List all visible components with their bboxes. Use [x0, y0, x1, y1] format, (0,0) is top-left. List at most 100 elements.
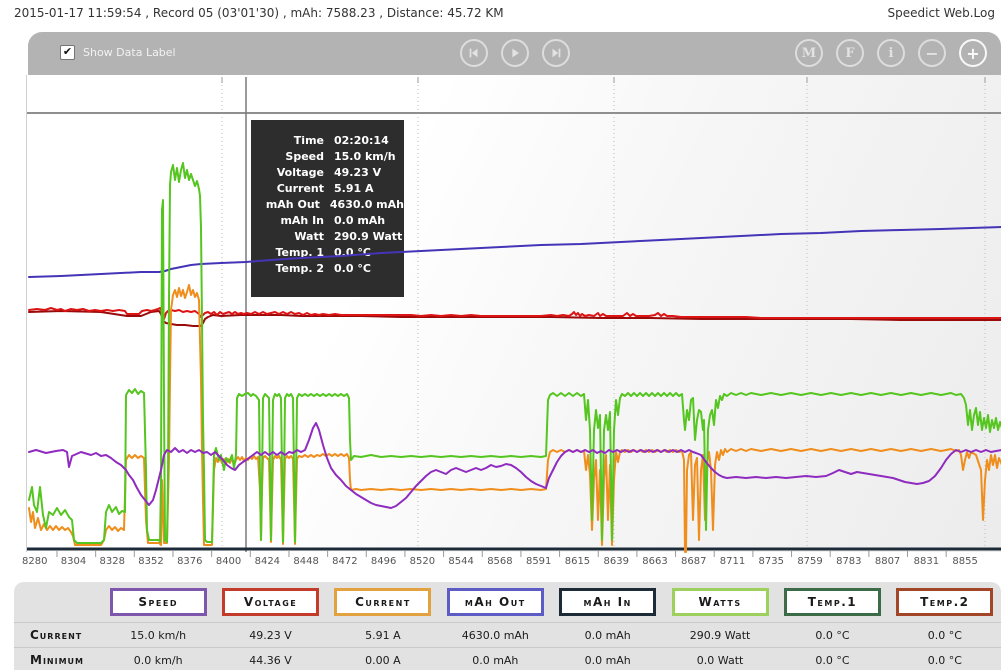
row-label: Current	[30, 628, 83, 642]
tooltip-value: 0.0 °C	[334, 246, 371, 259]
legend-temp-1[interactable]: Temp.1	[783, 588, 881, 616]
legend-current[interactable]: Current	[334, 588, 432, 616]
table-cell: 0.0 °C	[927, 653, 962, 667]
m-button[interactable]: M	[795, 39, 823, 67]
x-axis-label: 8663	[642, 556, 668, 567]
table-cell: 0.0 °C	[927, 628, 962, 642]
x-axis-label: 8807	[874, 556, 901, 567]
tooltip-row: Speed 15.0 km/h	[251, 149, 404, 165]
table-cell: 0.0 mAh	[584, 628, 631, 642]
table-cell: 290.9 Watt	[689, 628, 751, 642]
tooltip-label: Time	[293, 134, 324, 147]
x-axis-label: 8591	[525, 556, 552, 567]
legend-mah-in[interactable]: mAh In	[559, 588, 657, 616]
skip-to-start-icon	[467, 46, 481, 60]
session-info: 2015-01-17 11:59:54 , Record 05 (03'01'3…	[14, 6, 504, 20]
data-label-tooltip: Time 02:20:14 Speed 15.0 km/h Voltage 49.23 V…	[251, 120, 404, 297]
legend-speed[interactable]: Speed	[109, 588, 207, 616]
skip-to-start-button[interactable]	[460, 39, 488, 67]
x-axis-label: 8711	[719, 556, 746, 567]
show-data-label-text: Show Data Label	[83, 46, 176, 59]
checkbox-check-icon[interactable]: ✔	[60, 45, 75, 60]
tooltip-value: 0.0 °C	[334, 262, 371, 275]
tooltip-row: Temp. 1 0.0 °C	[251, 245, 404, 261]
table-cell: 0.0 °C	[815, 628, 850, 642]
table-cell: 0.0 mAh	[584, 653, 631, 667]
x-axis-label: 8328	[99, 556, 125, 567]
table-cell: 0.0 km/h	[133, 653, 183, 667]
tooltip-value: 49.23 V	[334, 166, 382, 179]
legend-mah-out[interactable]: mAh Out	[446, 588, 544, 616]
tooltip-row: mAh In 0.0 mAh	[251, 213, 404, 229]
x-axis-label: 8687	[681, 556, 707, 567]
tooltip-label: Temp. 2	[275, 262, 324, 275]
tooltip-value: 02:20:14	[334, 134, 389, 147]
zoom-out-button[interactable]: −	[918, 39, 946, 67]
title-bar: 2015-01-17 11:59:54 , Record 05 (03'01'3…	[0, 0, 1001, 28]
x-axis-label: 8759	[797, 556, 823, 567]
x-axis-label: 8424	[254, 556, 281, 567]
table-cell: 44.36 V	[249, 653, 292, 667]
x-axis-label: 8376	[177, 556, 203, 567]
tooltip-row: Watt 290.9 Watt	[251, 229, 404, 245]
x-axis-label: 8496	[370, 556, 397, 567]
zoom-in-button[interactable]: +	[959, 39, 987, 67]
x-axis-label: 8520	[409, 556, 436, 567]
tooltip-label: Voltage	[276, 166, 324, 179]
legend-temp-2[interactable]: Temp.2	[896, 588, 994, 616]
tooltip-row: Current 5.91 A	[251, 181, 404, 197]
x-axis-label: 8855	[952, 556, 978, 567]
summary-panel: Speed Voltage Current mAh Out mAh In Watts Tem…	[14, 582, 1001, 670]
legend-voltage[interactable]: Voltage	[222, 588, 320, 616]
tooltip-value: 290.9 Watt	[334, 230, 403, 243]
skip-to-end-icon	[549, 46, 563, 60]
x-axis-label: 8544	[448, 556, 474, 567]
table-cell: 49.23 V	[249, 628, 292, 642]
tooltip-value: 15.0 km/h	[334, 150, 396, 163]
tooltip-value: 4630.0 mAh	[329, 198, 404, 211]
table-row: Current 15.0 km/h 49.23 V 5.91 A 4630.0 mAh 0…	[14, 622, 1001, 647]
row-label: Minimum	[30, 653, 85, 667]
x-axis-label: 8352	[138, 556, 164, 567]
x-axis-label: 8472	[332, 556, 358, 567]
tooltip-row: Time 02:20:14	[251, 133, 404, 149]
x-axis-label: 8639	[603, 556, 629, 567]
info-button[interactable]: i	[877, 39, 905, 67]
tooltip-label: Current	[276, 182, 324, 195]
tooltip-label: mAh Out	[265, 198, 320, 211]
x-axis-label: 8735	[758, 556, 784, 567]
tooltip-row: Voltage 49.23 V	[251, 165, 404, 181]
chart-grid	[27, 77, 1001, 557]
tooltip-row: Temp. 2 0.0 °C	[251, 261, 404, 277]
x-axis-label: 8400	[215, 556, 242, 567]
table-row: Minimum 0.0 km/h 44.36 V 0.00 A 0.0 mAh 0.0 m…	[14, 647, 1001, 672]
x-axis-label: 8568	[487, 556, 513, 567]
x-axis-label: 8783	[836, 556, 862, 567]
tooltip-label: Temp. 1	[275, 246, 324, 259]
legend-row: Speed Voltage Current mAh Out mAh In Watts Tem…	[14, 582, 1001, 622]
play-icon	[508, 46, 522, 60]
tooltip-label: Watt	[294, 230, 324, 243]
tooltip-label: Speed	[285, 150, 324, 163]
table-cell: 0.00 A	[365, 653, 401, 667]
x-axis-label: 8448	[293, 556, 319, 567]
show-data-label-checkbox[interactable]: ✔ Show Data Label	[60, 45, 176, 60]
skip-to-end-button[interactable]	[542, 39, 570, 67]
app-title: Speedict Web.Log	[887, 6, 995, 20]
legend-watts[interactable]: Watts	[671, 588, 769, 616]
x-axis-label: 8831	[913, 556, 940, 567]
x-axis-label: 8304	[60, 556, 87, 567]
tooltip-value: 0.0 mAh	[334, 214, 386, 227]
table-cell: 0.0 Watt	[696, 653, 744, 667]
tooltip-value: 5.91 A	[334, 182, 374, 195]
tooltip-label: mAh In	[280, 214, 324, 227]
x-axis-label: 8280	[22, 556, 48, 567]
playback-controls	[460, 39, 570, 67]
chart-area[interactable]: Time 02:20:14 Speed 15.0 km/h Voltage 49.23 V…	[26, 75, 1001, 557]
play-button[interactable]	[501, 39, 529, 67]
table-cell: 15.0 km/h	[130, 628, 187, 642]
table-cell: 0.0 °C	[815, 653, 850, 667]
x-axis-label: 8615	[564, 556, 591, 567]
f-button[interactable]: F	[836, 39, 864, 67]
